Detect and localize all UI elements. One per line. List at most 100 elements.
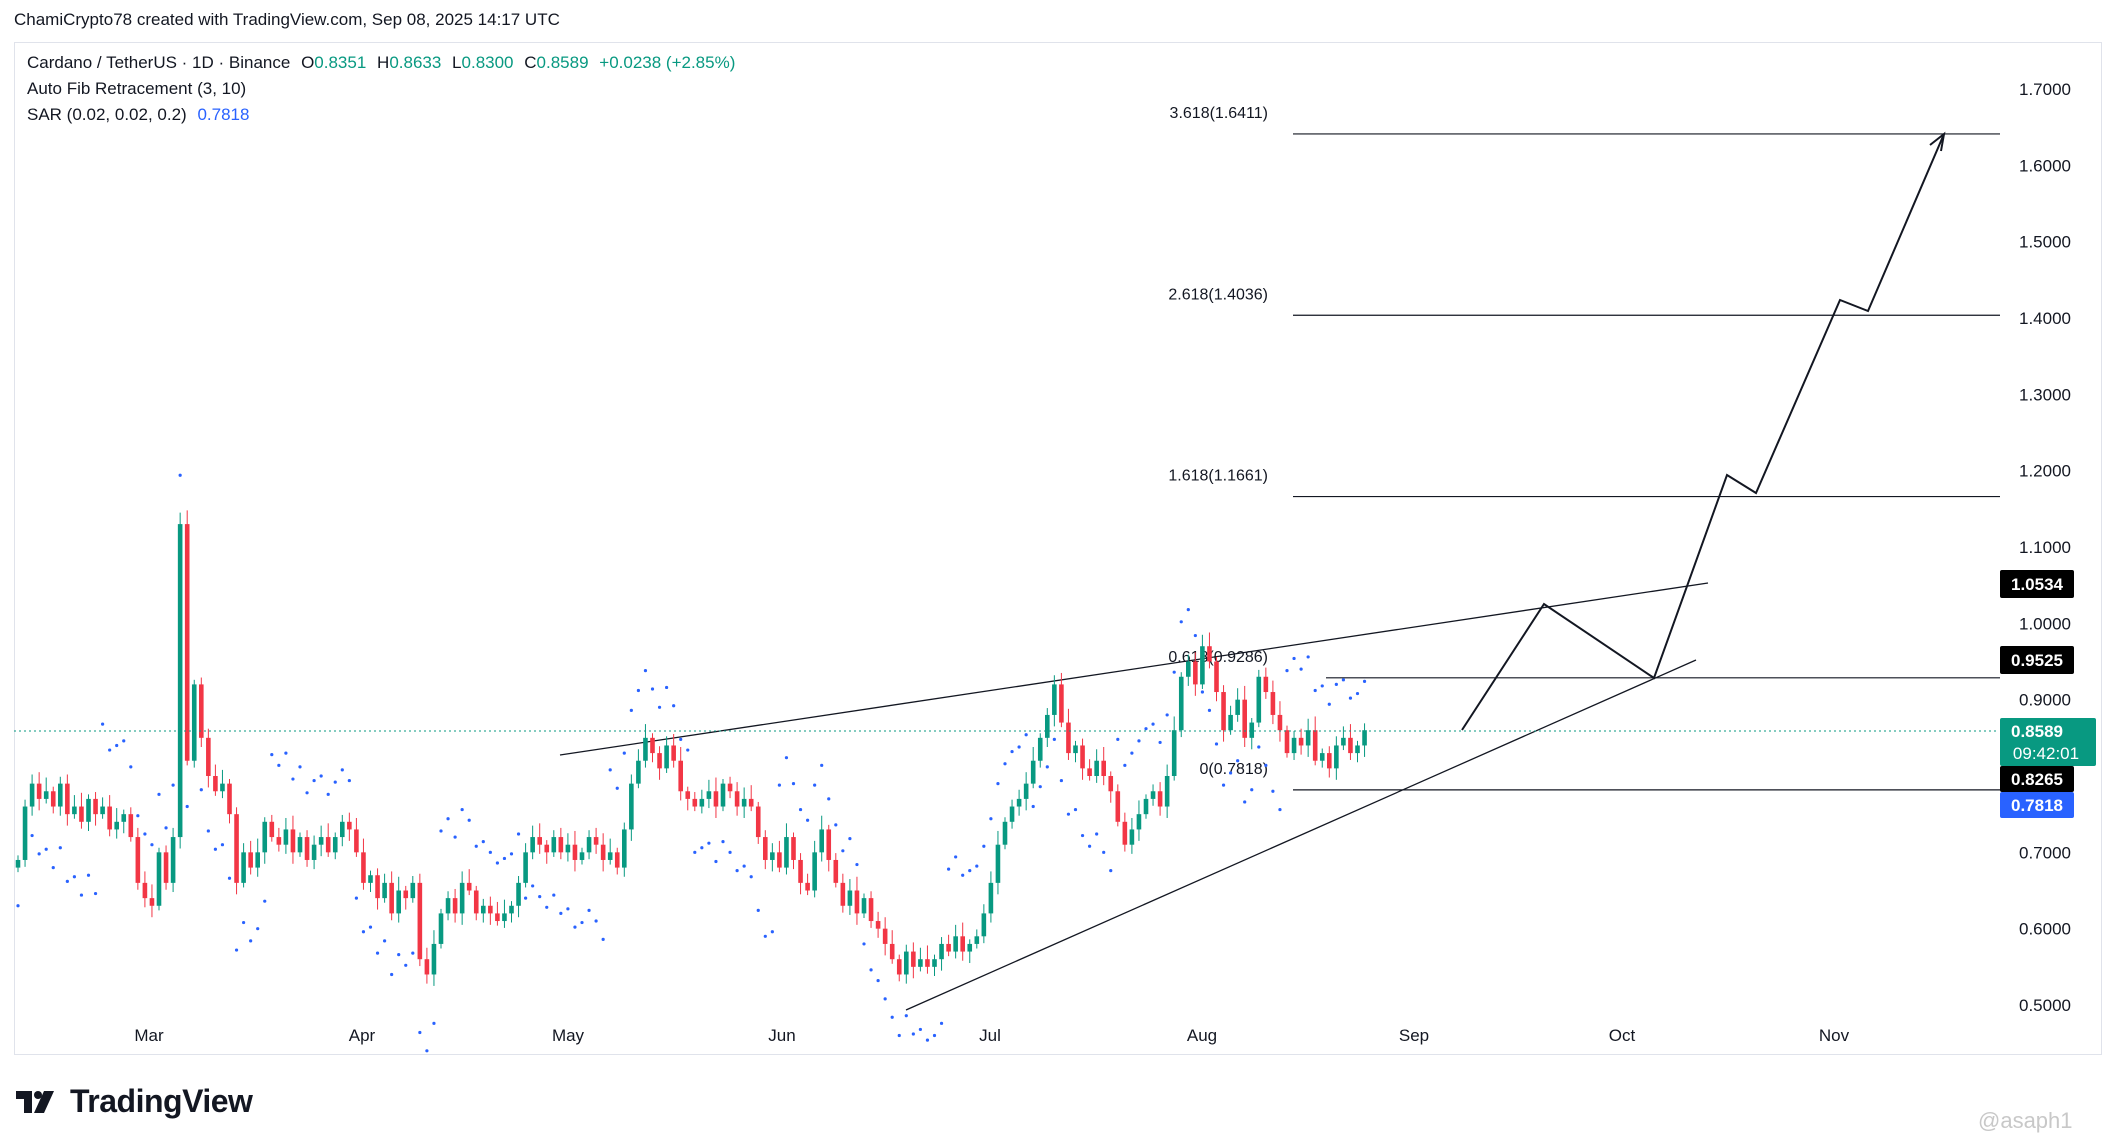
candle-body bbox=[1341, 737, 1346, 746]
candle-body bbox=[502, 913, 507, 922]
sar-dot bbox=[1278, 807, 1282, 812]
sar-dot bbox=[284, 751, 288, 755]
candle-body bbox=[227, 783, 232, 815]
x-tick-label: May bbox=[552, 1026, 585, 1045]
candle-body bbox=[1242, 699, 1247, 738]
candle-body bbox=[1101, 760, 1106, 776]
fib-levels[interactable]: 3.618(1.6411) 2.618(1.4036) 1.618(1.1661) 0… bbox=[1168, 105, 2000, 791]
candle-body bbox=[466, 882, 472, 891]
sar-indicator-value: 0.7818 bbox=[197, 105, 250, 124]
candle-body bbox=[1052, 684, 1057, 715]
sar-dot bbox=[566, 907, 570, 911]
sar-dot bbox=[467, 818, 471, 822]
candle-body bbox=[918, 959, 923, 967]
candle-body bbox=[720, 783, 726, 807]
candle-body bbox=[1059, 684, 1064, 723]
sar-dot bbox=[206, 829, 210, 833]
candle-body bbox=[1129, 829, 1135, 845]
y-tick-label: 1.0000 bbox=[2019, 614, 2071, 633]
candle-body bbox=[833, 859, 839, 883]
candle-body bbox=[1178, 676, 1184, 731]
legend-fib[interactable]: Auto Fib Retracement (3, 10) bbox=[27, 79, 252, 99]
sar-dot bbox=[947, 867, 951, 871]
sar-dot bbox=[164, 826, 168, 830]
lower-trendline bbox=[905, 659, 1697, 1011]
sar-dot bbox=[1165, 713, 1169, 717]
candle-body bbox=[50, 791, 56, 807]
candle-body bbox=[727, 783, 733, 792]
x-tick-label: Apr bbox=[349, 1026, 376, 1045]
price-badges: 1.0534 0.9525 0.8589 09:42:01 0.8265 0.7… bbox=[2000, 570, 2096, 818]
y-tick-label: 0.6000 bbox=[2019, 920, 2071, 939]
sar-dot bbox=[1179, 620, 1183, 624]
y-tick-label: 0.7000 bbox=[2019, 843, 2071, 862]
sar-dot bbox=[784, 756, 789, 760]
fib-indicator-label[interactable]: Auto Fib Retracement (3, 10) bbox=[27, 79, 247, 98]
sar-dot bbox=[249, 939, 253, 943]
candle-body bbox=[184, 524, 190, 761]
candle-body bbox=[551, 837, 557, 853]
sar-dot bbox=[538, 895, 542, 899]
sar-dot bbox=[340, 768, 344, 772]
candle-body bbox=[1037, 737, 1043, 761]
candle-body bbox=[283, 829, 289, 845]
sar-dot bbox=[608, 768, 612, 772]
candle-body bbox=[403, 890, 409, 899]
sar-dot bbox=[1292, 656, 1296, 661]
tradingview-brand[interactable]: TradingView bbox=[16, 1083, 253, 1120]
candle-body bbox=[1263, 676, 1269, 693]
candle-body bbox=[79, 806, 84, 822]
sar-dot bbox=[326, 792, 330, 796]
candle-body bbox=[1319, 753, 1325, 761]
candle-body bbox=[981, 913, 987, 937]
sar-dot bbox=[1031, 804, 1035, 809]
open-value: 0.8351 bbox=[314, 53, 367, 72]
low-value: 0.8300 bbox=[461, 53, 514, 72]
sar-dot bbox=[742, 864, 746, 868]
sar-indicator-label[interactable]: SAR (0.02, 0.02, 0.2) bbox=[27, 105, 187, 124]
time-axis[interactable]: Mar Apr May Jun Jul Aug Sep Oct Nov bbox=[134, 1026, 1849, 1045]
sar-dot bbox=[347, 778, 351, 783]
sar-dot bbox=[333, 780, 337, 784]
y-tick-label: 1.2000 bbox=[2019, 462, 2071, 481]
sar-dot bbox=[975, 864, 979, 868]
candle-body bbox=[558, 837, 564, 853]
candle-body bbox=[593, 837, 599, 845]
candle-body bbox=[777, 852, 782, 868]
sar-dot bbox=[1095, 832, 1099, 836]
candle-body bbox=[29, 783, 35, 807]
symbol-title[interactable]: Cardano / TetherUS · 1D · Binance bbox=[27, 53, 291, 72]
candle-body bbox=[1221, 692, 1226, 731]
candle-body bbox=[325, 837, 331, 853]
candle-body bbox=[297, 837, 303, 853]
chart-frame[interactable] bbox=[14, 42, 2102, 1055]
sar-dot bbox=[79, 893, 84, 897]
candle-body bbox=[953, 936, 958, 952]
candle-body bbox=[1348, 737, 1353, 754]
candle-body bbox=[643, 737, 648, 761]
sar-dot bbox=[1088, 844, 1092, 848]
candle-body bbox=[1108, 776, 1114, 792]
candles[interactable] bbox=[15, 510, 1367, 986]
sar-dot bbox=[806, 818, 810, 822]
x-tick-label: Jun bbox=[768, 1026, 795, 1045]
sar-dot bbox=[1144, 727, 1148, 731]
candle-body bbox=[431, 943, 437, 975]
sar-badge bbox=[2000, 792, 2074, 818]
fib-label: 1.618(1.1661) bbox=[1168, 468, 1268, 485]
sar-dot bbox=[756, 908, 760, 912]
sar-dot bbox=[890, 1015, 894, 1019]
sar-dot bbox=[531, 884, 535, 888]
price-axis[interactable]: 1.7000 1.6000 1.5000 1.4000 1.3000 1.2000 1.10… bbox=[2019, 80, 2071, 1015]
sar-dot bbox=[1313, 688, 1317, 693]
legend-ohlc[interactable]: Cardano / TetherUS · 1D · Binance O0.835… bbox=[27, 53, 741, 73]
candle-body bbox=[748, 798, 754, 807]
sar-dot bbox=[157, 792, 161, 796]
sar-dot bbox=[1186, 607, 1190, 612]
legend-sar[interactable]: SAR (0.02, 0.02, 0.2) 0.7818 bbox=[27, 105, 255, 125]
sar-dot bbox=[897, 1033, 901, 1038]
sar-dot bbox=[1214, 742, 1219, 746]
sar-dot bbox=[841, 849, 845, 853]
sar-dot bbox=[925, 1038, 930, 1042]
